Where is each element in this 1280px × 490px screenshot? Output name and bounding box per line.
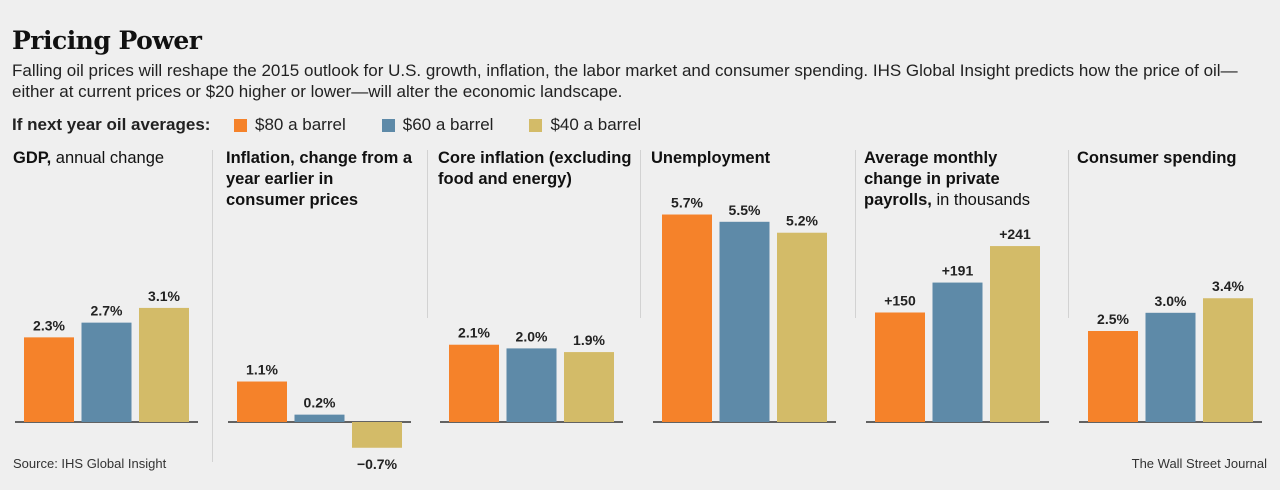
bar — [1145, 312, 1196, 422]
panel-title-light: in thousands — [931, 191, 1031, 209]
data-label: 0.2% — [304, 395, 336, 411]
bar — [1088, 331, 1138, 422]
panel-title-light: annual change — [51, 149, 165, 167]
bar — [564, 352, 614, 422]
legend-swatch-60 — [381, 118, 395, 132]
data-label: 2.1% — [458, 325, 490, 341]
bar — [139, 307, 189, 422]
data-label: 2.0% — [516, 328, 548, 344]
bar — [777, 232, 827, 422]
data-label: +241 — [999, 226, 1031, 242]
data-label: +191 — [942, 263, 974, 279]
panel-title-bold: Core inflation (excluding food and energ… — [438, 149, 632, 188]
legend-swatch-40 — [529, 118, 543, 132]
data-label: 1.9% — [573, 332, 605, 348]
panel-title-bold: Inflation, change from a year earlier in… — [226, 149, 413, 209]
panel-divider — [640, 150, 641, 318]
data-label: 2.3% — [33, 317, 65, 333]
panel-title-inflation: Inflation, change from a year earlier in… — [226, 148, 416, 211]
panel-title-bold: Unemployment — [651, 149, 771, 167]
panel-title-bold: GDP, — [13, 149, 52, 167]
panel-title-bold: Consumer spending — [1077, 149, 1237, 167]
source-note: Source: IHS Global Insight — [13, 456, 167, 471]
legend-item-40: $40 a barrel — [529, 115, 641, 135]
legend-swatch-80 — [234, 118, 247, 132]
data-label: 2.7% — [91, 303, 123, 319]
bar — [719, 221, 770, 422]
bar — [932, 282, 983, 422]
panel-title-payrolls: Average monthly change in private payrol… — [864, 148, 1039, 211]
panel-divider — [212, 150, 213, 462]
credit: The Wall Street Journal — [1131, 456, 1267, 471]
legend-item-80: $80 a barrel — [234, 115, 346, 135]
data-label: +150 — [884, 293, 916, 309]
data-label: 3.0% — [1155, 293, 1187, 309]
panel-title-unemployment: Unemployment — [651, 148, 851, 169]
bar — [662, 214, 712, 422]
bar — [990, 246, 1040, 422]
panel-title-gdp: GDP, annual change — [13, 148, 203, 169]
data-label: 5.5% — [729, 202, 761, 218]
data-label: 5.2% — [786, 213, 818, 229]
panel-divider — [1068, 150, 1069, 318]
legend-label-40: $40 a barrel — [550, 115, 642, 134]
data-label: 3.1% — [148, 288, 180, 304]
legend-lead: If next year oil averages: — [12, 115, 211, 134]
panel-divider — [427, 150, 428, 318]
legend-label-80: $80 a barrel — [255, 115, 346, 134]
chart-title: Pricing Power — [12, 26, 202, 55]
data-label: 5.7% — [671, 195, 703, 211]
panel-title-bold: Average monthly change in private payrol… — [864, 149, 1000, 209]
legend-item-60: $60 a barrel — [381, 115, 494, 135]
panel-title-consumer-spending: Consumer spending — [1077, 148, 1272, 169]
bar — [449, 344, 499, 422]
legend: If next year oil averages: $80 a barrel … — [12, 114, 677, 136]
bar — [81, 322, 132, 422]
bar — [1203, 298, 1253, 422]
bar — [352, 422, 402, 448]
data-label: 3.4% — [1212, 278, 1244, 294]
panel-title-core-inflation: Core inflation (excluding food and energ… — [438, 148, 638, 190]
chart-subtitle: Falling oil prices will reshape the 2015… — [12, 61, 1238, 101]
bar — [875, 312, 925, 422]
bar — [506, 348, 557, 422]
data-label: 1.1% — [246, 362, 278, 378]
panel-divider — [855, 150, 856, 318]
bar — [24, 337, 74, 422]
bar — [237, 381, 287, 422]
legend-label-60: $60 a barrel — [402, 115, 494, 134]
data-label: 2.5% — [1097, 311, 1129, 327]
data-label: −0.7% — [357, 456, 398, 472]
bar — [294, 414, 345, 422]
